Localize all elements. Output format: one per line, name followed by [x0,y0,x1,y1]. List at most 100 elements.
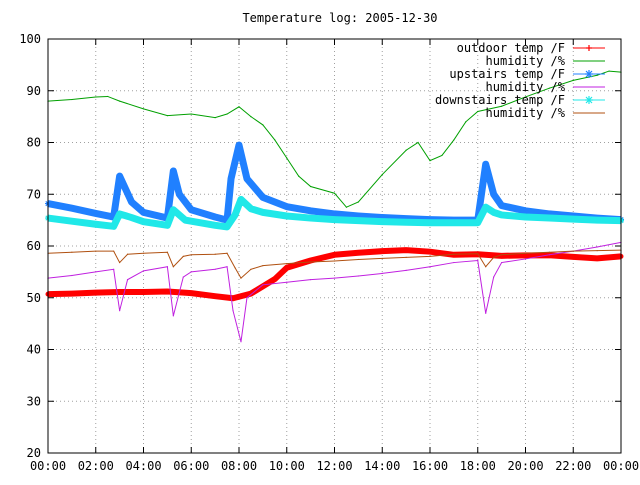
data-point [142,108,145,110]
data-point [113,268,115,270]
data-point [243,175,250,182]
data-point [596,246,598,248]
legend-item: downstairs temp /F [435,93,605,107]
data-point [250,268,252,270]
y-tick-label: 70 [27,187,41,201]
data-point [572,79,574,81]
series-line [47,241,622,342]
data-point [310,261,312,263]
data-point [546,215,553,222]
data-point [357,258,359,261]
x-tick-label: 00:00 [30,459,66,473]
data-point [524,258,527,260]
data-point [417,141,419,144]
data-point [548,87,550,89]
data-point [68,218,75,225]
data-point [238,106,240,108]
data-point [164,222,171,229]
data-point [119,100,121,102]
data-point [355,212,362,219]
data-point [71,274,73,277]
data-point [250,116,252,118]
data-point [272,276,278,282]
data-point [166,266,168,268]
x-tick-label: 02:00 [78,459,114,473]
legend-marker [585,96,593,104]
data-point [298,175,300,177]
data-point [594,255,600,261]
data-point [68,205,75,212]
data-point [501,105,503,107]
data-point [240,277,242,279]
data-point [226,113,228,115]
y-tick-label: 30 [27,394,41,408]
data-point [71,98,73,101]
data-point [441,154,443,157]
data-point [128,214,135,221]
series-line [47,195,622,231]
data-point [92,221,99,228]
data-point [182,217,189,224]
data-point [498,211,505,218]
series-4 [47,241,622,343]
data-point [116,210,123,217]
data-point [284,265,290,271]
data-point [188,218,195,225]
legend-label: humidity /% [486,106,566,120]
y-tick-label: 50 [27,291,41,305]
data-point [405,149,407,151]
data-point [523,252,528,258]
data-point [490,209,497,216]
x-tick-label: 08:00 [221,459,257,473]
data-point [110,223,117,230]
data-point [126,253,129,255]
x-tick-label: 06:00 [173,459,209,473]
y-tick-label: 20 [27,446,41,460]
data-point [214,268,216,270]
data-point [381,257,383,260]
data-point [355,250,361,256]
data-point [262,124,264,126]
data-point [188,290,194,296]
axes: 20 30 40 50 60 70 80 90 100 00:00 02:00 04:00 06:00 0… [19,32,639,473]
data-point [95,250,97,252]
data-point [477,253,479,255]
data-point [190,254,192,256]
data-point [357,201,359,203]
data-point [333,277,336,279]
data-point [142,252,145,254]
x-tick-label: 22:00 [555,459,591,473]
data-point [453,253,455,255]
data-point [237,196,244,203]
data-point [226,266,228,268]
data-point [570,216,577,223]
data-point [522,214,529,221]
data-point [142,270,145,272]
data-point [164,289,170,295]
data-point [310,279,312,281]
data-point [501,254,503,256]
data-point [212,222,219,229]
data-point [453,261,455,264]
data-point [427,219,433,226]
data-point [141,289,146,295]
data-point [247,205,254,212]
data-point [246,297,248,299]
data-point [107,95,109,98]
data-point [596,74,598,76]
data-point [126,279,129,281]
legend-label: downstairs temp /F [435,93,565,107]
series-layer [45,70,624,343]
legend-label: humidity /% [486,80,566,94]
data-point [405,256,407,258]
data-point [381,272,383,275]
data-point [594,217,601,224]
plot-frame [47,38,622,454]
y-tick-label: 40 [27,343,41,357]
y-tick-label: 60 [27,239,41,253]
data-point [176,191,183,198]
data-point [182,255,184,257]
data-point [128,199,135,206]
